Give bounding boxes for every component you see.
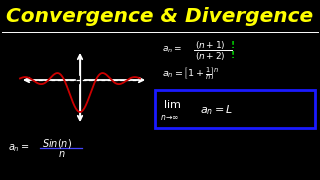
Text: $Sin(n)$: $Sin(n)$ (42, 136, 72, 150)
Text: $n$: $n$ (58, 149, 66, 159)
Text: $a_n = \left[1+\frac{1}{n}\right]^n$: $a_n = \left[1+\frac{1}{n}\right]^n$ (162, 65, 220, 81)
Text: $a_n=$: $a_n=$ (8, 142, 30, 154)
Text: $n\!\rightarrow\!\infty$: $n\!\rightarrow\!\infty$ (160, 112, 179, 122)
Bar (155, 90, 315, 128)
Text: $\lim$: $\lim$ (163, 98, 181, 110)
Text: Convergence & Divergence: Convergence & Divergence (6, 8, 314, 26)
Text: !: ! (231, 40, 235, 50)
Text: $a_n =$: $a_n =$ (162, 45, 182, 55)
Text: !: ! (231, 51, 235, 60)
Text: $(n+1)$: $(n+1)$ (195, 39, 226, 51)
Text: $(n+2)$: $(n+2)$ (195, 50, 226, 62)
Text: $a_n = L$: $a_n = L$ (200, 103, 233, 117)
